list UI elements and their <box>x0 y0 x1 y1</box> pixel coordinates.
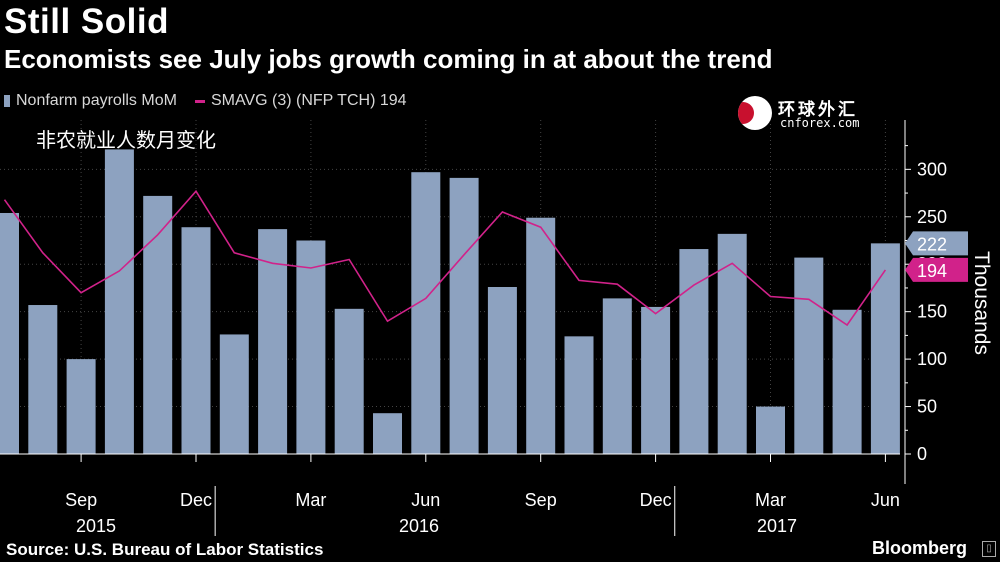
x-tick-label: Mar <box>755 490 786 510</box>
x-tick-label: Dec <box>180 490 212 510</box>
x-tick-label: Dec <box>640 490 672 510</box>
x-tick-label: Jun <box>411 490 440 510</box>
bar <box>602 298 632 454</box>
bar <box>296 240 326 454</box>
bar <box>794 257 824 454</box>
bar <box>373 413 402 454</box>
bar <box>564 336 594 454</box>
bloomberg-brand: Bloomberg <box>872 538 968 558</box>
year-label: 2015 <box>76 516 116 536</box>
bar <box>411 172 441 454</box>
source-note: Source: U.S. Bureau of Labor Statistics <box>6 540 324 559</box>
bar <box>717 233 747 454</box>
legend-series1-label: Nonfarm payrolls MoM <box>16 92 177 109</box>
cnforex-logo: 环球外汇 cnforex.com <box>738 92 878 136</box>
bar <box>526 217 556 454</box>
bar <box>641 306 671 454</box>
chart-subtitle: Economists see July jobs growth coming i… <box>4 44 773 74</box>
year-label: 2017 <box>757 516 797 536</box>
smavg-line <box>3 189 887 327</box>
x-tick-label: Sep <box>65 490 97 510</box>
bar <box>870 243 900 454</box>
x-tick-label: Mar <box>295 490 326 510</box>
last-value-badge-line <box>905 257 968 282</box>
legend-bar-swatch <box>4 95 10 107</box>
logo-en-text: cnforex.com <box>780 116 860 130</box>
bar <box>679 249 709 454</box>
bar <box>143 195 173 454</box>
y-tick-label: 50 <box>917 397 937 417</box>
bar <box>66 359 96 454</box>
bar <box>334 308 364 454</box>
y-axis-title: Thousands <box>970 251 993 355</box>
bar <box>832 309 862 454</box>
y-tick-label: 250 <box>917 207 947 227</box>
x-tick-label: Jun <box>871 490 900 510</box>
bar <box>104 149 134 454</box>
year-label: 2016 <box>399 516 439 536</box>
last-value-badge-bars <box>905 231 968 256</box>
y-tick-label: 150 <box>917 302 947 322</box>
y-tick-label: 300 <box>917 159 947 179</box>
logo-circle-icon <box>738 96 772 130</box>
legend-line-swatch <box>194 99 205 103</box>
chinese-caption: 非农就业人数月变化 <box>36 130 216 152</box>
bar <box>449 177 479 454</box>
legend-series2-label: SMAVG (3) (NFP TCH) 194 <box>210 92 407 109</box>
last-value-label-bars: 222 <box>917 234 947 254</box>
logo-cn-text: 环球外汇 <box>778 100 858 119</box>
bar <box>756 406 785 454</box>
x-tick-label: Sep <box>525 490 557 510</box>
bar <box>28 305 58 454</box>
bar <box>181 227 211 454</box>
bar <box>258 229 288 454</box>
bar <box>219 334 249 454</box>
y-tick-label: 0 <box>917 444 927 464</box>
bloomberg-icon: ▯ <box>982 541 996 557</box>
chart-title: Still Solid <box>4 2 169 41</box>
bar <box>487 287 517 454</box>
bar <box>0 212 19 454</box>
last-value-label-line: 194 <box>917 261 947 281</box>
legend: Nonfarm payrolls MoM SMAVG (3) (NFP TCH)… <box>4 92 407 110</box>
y-tick-label: 100 <box>917 349 947 369</box>
